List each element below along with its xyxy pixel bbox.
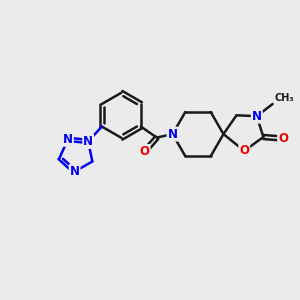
Text: N: N: [252, 110, 262, 123]
Text: O: O: [239, 144, 249, 158]
Text: N: N: [168, 128, 178, 141]
Text: N: N: [70, 165, 80, 178]
Text: O: O: [278, 132, 288, 145]
Text: CH₃: CH₃: [274, 93, 294, 103]
Text: O: O: [140, 145, 150, 158]
Text: N: N: [63, 133, 73, 146]
Text: N: N: [83, 135, 93, 148]
